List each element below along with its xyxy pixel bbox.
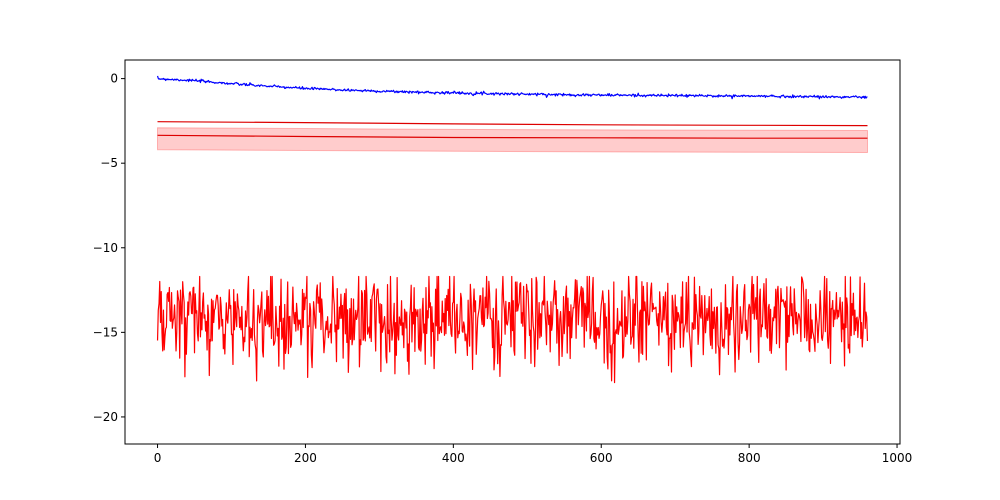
x-tick-label: 1000 [882,451,913,465]
series-1-line [157,121,868,127]
x-tick-label: 400 [442,451,465,465]
y-axis: 0 −5 −10 −15 −20 [93,72,125,424]
y-tick-label: −15 [93,325,118,339]
series-lines [156,75,869,384]
series-2-line [157,134,868,139]
y-tick-label: −10 [93,241,118,255]
plot-frame [124,59,901,445]
x-tick-label: 200 [294,451,317,465]
series-2-band [157,127,868,154]
x-tick-label: 0 [154,451,162,465]
series-3-line [156,275,869,384]
y-tick-label: −20 [93,410,118,424]
y-tick-label: 0 [110,72,118,86]
series-0-line [156,75,868,100]
y-tick-label: −5 [100,156,118,170]
x-axis: 0 200 400 600 800 1000 [154,444,913,465]
confidence-bands [157,127,868,154]
x-tick-label: 600 [590,451,613,465]
x-tick-label: 800 [738,451,761,465]
